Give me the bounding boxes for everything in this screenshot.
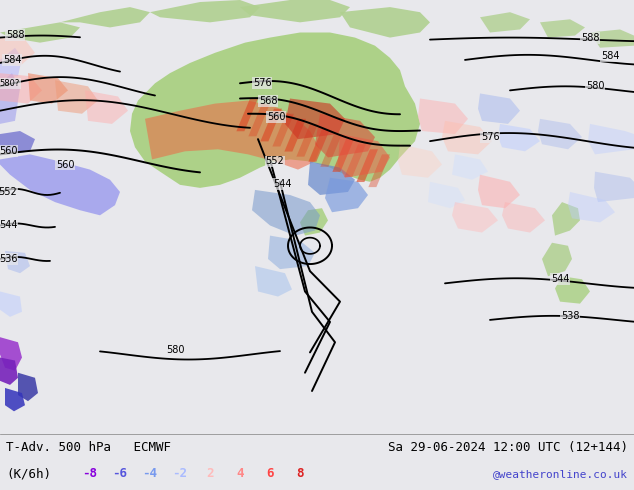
Polygon shape <box>55 80 98 114</box>
Polygon shape <box>540 19 585 38</box>
Polygon shape <box>255 266 292 296</box>
Text: 544: 544 <box>0 220 17 230</box>
Polygon shape <box>568 192 615 222</box>
Polygon shape <box>300 208 328 236</box>
Polygon shape <box>249 103 270 136</box>
Polygon shape <box>0 292 22 317</box>
Text: 568: 568 <box>259 96 277 105</box>
Polygon shape <box>285 119 306 151</box>
Text: -2: -2 <box>172 467 188 480</box>
Polygon shape <box>0 73 42 103</box>
Text: T-Adv. 500 hPa   ECMWF: T-Adv. 500 hPa ECMWF <box>6 441 171 454</box>
Polygon shape <box>498 124 540 151</box>
Polygon shape <box>368 154 390 187</box>
Text: 560: 560 <box>0 147 17 156</box>
Polygon shape <box>320 134 342 167</box>
Polygon shape <box>60 7 150 27</box>
Text: 580?: 580? <box>0 79 20 88</box>
Polygon shape <box>0 38 35 66</box>
Text: 544: 544 <box>273 179 291 189</box>
Polygon shape <box>18 373 38 401</box>
Polygon shape <box>398 144 442 178</box>
Text: 588: 588 <box>581 32 599 43</box>
Polygon shape <box>0 0 634 434</box>
Polygon shape <box>594 172 634 202</box>
Text: 552: 552 <box>0 187 17 197</box>
Polygon shape <box>442 121 492 154</box>
Text: 538: 538 <box>560 311 579 321</box>
Polygon shape <box>428 182 465 208</box>
Polygon shape <box>285 98 345 139</box>
Polygon shape <box>478 174 520 208</box>
Polygon shape <box>502 202 545 233</box>
Polygon shape <box>308 129 330 162</box>
Polygon shape <box>332 139 354 172</box>
Polygon shape <box>0 23 80 43</box>
Text: 8: 8 <box>296 467 304 480</box>
Polygon shape <box>452 202 498 233</box>
Polygon shape <box>480 12 530 32</box>
Text: 552: 552 <box>266 156 285 167</box>
Text: 2: 2 <box>206 467 214 480</box>
Polygon shape <box>478 94 520 124</box>
Text: 544: 544 <box>551 274 569 284</box>
Text: 584: 584 <box>3 55 22 65</box>
Polygon shape <box>338 134 390 178</box>
Text: 580: 580 <box>165 345 184 355</box>
Polygon shape <box>552 202 580 236</box>
Polygon shape <box>340 7 430 38</box>
Text: 4: 4 <box>236 467 243 480</box>
Polygon shape <box>0 73 20 124</box>
Polygon shape <box>130 32 420 188</box>
Text: Sa 29-06-2024 12:00 UTC (12+144): Sa 29-06-2024 12:00 UTC (12+144) <box>388 441 628 454</box>
Text: 576: 576 <box>253 78 271 88</box>
Text: 588: 588 <box>6 29 24 40</box>
Text: 6: 6 <box>266 467 274 480</box>
Polygon shape <box>273 114 294 147</box>
Text: 560: 560 <box>56 160 74 170</box>
Polygon shape <box>356 149 378 182</box>
Polygon shape <box>240 0 350 23</box>
Polygon shape <box>555 276 590 304</box>
Polygon shape <box>252 190 320 236</box>
Polygon shape <box>452 154 488 180</box>
Polygon shape <box>261 109 282 142</box>
Polygon shape <box>542 243 572 276</box>
Text: 576: 576 <box>481 132 500 142</box>
Text: -4: -4 <box>143 467 157 480</box>
Text: @weatheronline.co.uk: @weatheronline.co.uk <box>493 469 628 479</box>
Polygon shape <box>145 100 320 170</box>
Text: -8: -8 <box>82 467 98 480</box>
Polygon shape <box>0 358 18 385</box>
Polygon shape <box>268 236 315 269</box>
Polygon shape <box>28 73 68 103</box>
Polygon shape <box>296 124 318 157</box>
Polygon shape <box>315 114 375 157</box>
Polygon shape <box>538 119 582 149</box>
Polygon shape <box>418 98 468 134</box>
Polygon shape <box>588 124 634 154</box>
Polygon shape <box>85 90 128 124</box>
Text: -6: -6 <box>112 467 127 480</box>
Polygon shape <box>590 29 634 48</box>
Text: 584: 584 <box>601 51 619 61</box>
Polygon shape <box>308 162 355 195</box>
Polygon shape <box>236 98 258 131</box>
Polygon shape <box>325 178 368 212</box>
Polygon shape <box>5 251 30 273</box>
Polygon shape <box>0 48 22 78</box>
Polygon shape <box>0 131 35 154</box>
Polygon shape <box>0 337 22 370</box>
Text: 536: 536 <box>0 254 17 264</box>
Polygon shape <box>150 0 260 23</box>
Text: (K/6h): (K/6h) <box>6 467 51 480</box>
Text: 580: 580 <box>586 81 604 91</box>
Text: 560: 560 <box>267 112 285 122</box>
Polygon shape <box>0 154 120 215</box>
Polygon shape <box>5 388 25 411</box>
Polygon shape <box>344 144 366 177</box>
